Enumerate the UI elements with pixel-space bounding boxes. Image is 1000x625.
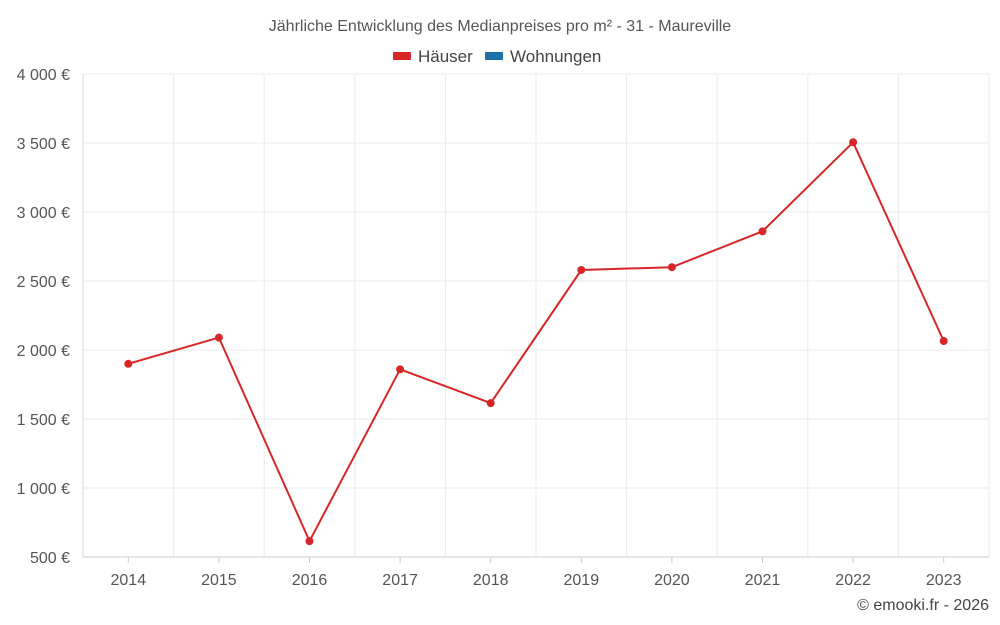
- axes: [82, 74, 989, 558]
- grid: [82, 73, 990, 557]
- data-point[interactable]: [758, 227, 767, 236]
- data-point[interactable]: [486, 399, 495, 408]
- legend-label-haeuser: Häuser: [418, 47, 473, 66]
- credit-text: © emooki.fr - 2026: [857, 597, 989, 614]
- legend-item-wohnungen[interactable]: Wohnungen: [485, 47, 601, 66]
- x-tick-label: 2021: [745, 572, 781, 589]
- data-point[interactable]: [305, 537, 314, 546]
- x-tick-label: 2023: [926, 572, 962, 589]
- x-tick-label: 2014: [111, 572, 147, 589]
- series-haeuser: [124, 138, 948, 546]
- x-axis-ticks: 2014 2015 2016 2017 2018 2019 2020 2021 2022 2023: [111, 557, 962, 589]
- data-point[interactable]: [577, 265, 586, 274]
- x-tick-label: 2020: [654, 572, 690, 589]
- chart-title: Jährliche Entwicklung des Medianpreises …: [269, 18, 732, 35]
- data-point[interactable]: [396, 365, 405, 374]
- data-point[interactable]: [214, 333, 223, 342]
- y-tick-label: 1 500 €: [17, 412, 70, 429]
- y-tick-label: 1 000 €: [17, 481, 70, 498]
- x-tick-label: 2018: [473, 572, 509, 589]
- y-tick-label: 3 500 €: [17, 136, 70, 153]
- y-tick-label: 500 €: [30, 550, 70, 567]
- legend: Häuser Wohnungen: [393, 47, 601, 66]
- x-tick-label: 2015: [201, 572, 237, 589]
- data-point[interactable]: [667, 263, 676, 272]
- data-point[interactable]: [124, 359, 133, 368]
- legend-swatch-wohnungen: [485, 52, 503, 60]
- y-tick-label: 2 000 €: [17, 343, 70, 360]
- x-tick-label: 2017: [382, 572, 418, 589]
- legend-item-haeuser[interactable]: Häuser: [393, 47, 473, 66]
- x-tick-label: 2016: [292, 572, 328, 589]
- y-tick-label: 4 000 €: [17, 67, 70, 84]
- x-tick-label: 2019: [564, 572, 600, 589]
- data-point[interactable]: [849, 138, 858, 147]
- legend-swatch-haeuser: [393, 52, 411, 60]
- data-point[interactable]: [939, 337, 948, 346]
- series-line: [128, 141, 945, 543]
- y-tick-label: 3 000 €: [17, 205, 70, 222]
- legend-label-wohnungen: Wohnungen: [510, 47, 601, 66]
- y-axis-ticks: 500 € 1 000 € 1 500 € 2 000 € 2 500 € 3 000 €…: [17, 67, 70, 567]
- x-tick-label: 2022: [835, 572, 871, 589]
- y-tick-label: 2 500 €: [17, 274, 70, 291]
